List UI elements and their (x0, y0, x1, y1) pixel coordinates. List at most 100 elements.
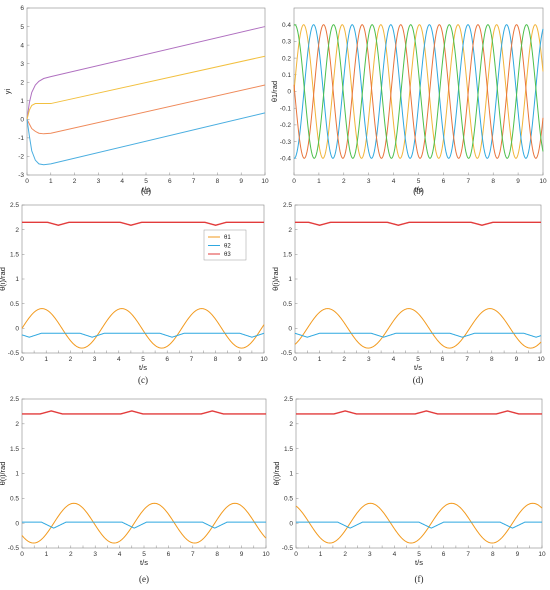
panel-caption: (e) (139, 574, 149, 584)
series-line-θ2 (21, 332, 265, 338)
x-tick-label: 5 (144, 178, 148, 185)
plot-area (293, 7, 544, 176)
x-tick-label: 9 (240, 551, 244, 558)
series-line-3 (26, 84, 266, 135)
series-line-θ2 (294, 332, 542, 338)
series-line-θ3 (296, 410, 542, 415)
series-line-1 (26, 26, 266, 120)
plot-area (295, 398, 543, 549)
chart-panel-6: 0 1 2 3 4 5 6 7 8 9 10-0.500.511.522.5t/sθ(i)/rad(… (272, 396, 546, 584)
x-tick-label: 7 (190, 356, 194, 363)
y-axis-label: θ(i)/rad (0, 267, 7, 291)
x-tick-label: 10 (537, 356, 545, 363)
y-tick-label: 1.5 (283, 252, 292, 259)
y-tick-label: -0.1 (280, 105, 292, 112)
y-tick-label: 6 (20, 5, 24, 12)
series-line-θ2 (22, 521, 266, 529)
y-tick-label: 1.5 (10, 252, 19, 259)
y-tick-label: 0.2 (282, 55, 291, 62)
y-tick-label: 2 (15, 227, 19, 234)
y-tick-label: 0 (289, 520, 293, 527)
x-tick-label: 8 (215, 551, 219, 558)
x-tick-label: 5 (416, 356, 420, 363)
legend-entry: θ1 (224, 235, 231, 241)
y-tick-label: 1 (20, 98, 24, 105)
x-tick-label: 8 (216, 178, 220, 185)
x-tick-label: 2 (69, 356, 73, 363)
x-tick-label: 3 (97, 178, 101, 185)
y-tick-label: 1 (15, 276, 19, 283)
x-tick-label: 10 (261, 178, 269, 185)
x-axis-label: t/s (415, 185, 423, 194)
chart-panel-2: 0 1 2 3 4 5 6 7 8 9 10 -0.4 -0.3 -0.2 -0.1 0 0.1 0.2 0.3 0.… (270, 7, 547, 196)
x-tick-label: 9 (516, 178, 520, 185)
series-line-θ1 (294, 308, 542, 349)
y-tick-label: 1.5 (284, 446, 293, 453)
x-tick-label: 1 (318, 356, 322, 363)
x-axis-label: t/s (142, 185, 150, 194)
x-tick-label: 5 (141, 356, 145, 363)
y-tick-label: 1 (289, 471, 293, 478)
series-line-θ3 (295, 221, 541, 226)
x-tick-label: 0 (294, 551, 298, 558)
y-tick-label: 2.5 (10, 202, 19, 209)
x-tick-label: 4 (393, 551, 397, 558)
series-line-2 (294, 24, 544, 159)
y-tick-label: 0.5 (10, 301, 19, 308)
x-tick-label: 0 (293, 356, 297, 363)
panel-caption: (b) (413, 186, 424, 196)
x-tick-label: 10 (260, 356, 268, 363)
y-tick-label: 2 (20, 79, 24, 86)
y-tick-label: 2.5 (10, 396, 19, 403)
x-tick-label: 1 (49, 178, 53, 185)
x-tick-label: 8 (490, 356, 494, 363)
y-tick-label: 0 (15, 520, 19, 527)
plot-area (294, 204, 542, 354)
chart-panel-1: 0 1 2 3 4 5 6 7 8 9 10 -3 -2 -1 0 1 2 3 4 5 6 t/s yi (a) (3, 5, 269, 196)
x-tick-label: 3 (93, 356, 97, 363)
series-line-θ3 (22, 410, 266, 415)
x-tick-label: 6 (167, 551, 171, 558)
y-tick-label: 2 (289, 421, 293, 428)
y-tick-label: 2.5 (284, 396, 293, 403)
x-tick-label: 0 (292, 178, 296, 185)
y-tick-label: 5 (20, 24, 24, 31)
legend-entry: θ2 (224, 244, 231, 250)
series-line-θ2 (296, 521, 542, 529)
series-line-4 (26, 112, 266, 166)
x-tick-label: 6 (441, 356, 445, 363)
y-tick-label: -0.4 (280, 156, 292, 163)
x-tick-label: 4 (118, 551, 122, 558)
y-tick-label: 0.3 (282, 39, 291, 46)
y-tick-label: 1.5 (10, 446, 19, 453)
series-line-θ1 (295, 502, 543, 544)
x-tick-label: 6 (168, 178, 172, 185)
x-tick-label: 1 (317, 178, 321, 185)
x-tick-label: 1 (319, 551, 323, 558)
series-line-3 (293, 24, 544, 159)
y-axis-label: θ(i)/rad (272, 462, 281, 486)
y-tick-label: -0.3 (280, 139, 292, 146)
x-tick-label: 4 (392, 178, 396, 185)
chart-panel-4: 0 1 2 3 4 5 6 7 8 9 10-0.500.511.522.5t/sθ(i)/rad(… (271, 202, 545, 385)
x-tick-label: 2 (342, 178, 346, 185)
x-tick-label: 5 (417, 178, 421, 185)
x-tick-label: 4 (392, 356, 396, 363)
x-tick-label: 7 (192, 178, 196, 185)
series-line-θ1 (21, 308, 265, 349)
x-tick-label: 4 (120, 178, 124, 185)
y-tick-label: 4 (20, 42, 24, 49)
y-tick-label: 0.5 (283, 301, 292, 308)
x-tick-label: 0 (25, 178, 29, 185)
y-tick-label: -0.5 (8, 545, 20, 552)
y-tick-label: 0 (20, 117, 24, 124)
x-tick-label: 3 (368, 551, 372, 558)
y-tick-label: 1 (288, 276, 292, 283)
x-tick-label: 6 (442, 178, 446, 185)
y-tick-label: 0.4 (282, 22, 291, 29)
y-tick-label: -0.5 (282, 545, 294, 552)
x-axis-label: t/s (139, 363, 147, 372)
y-tick-label: 0 (287, 89, 291, 96)
x-tick-label: 2 (343, 551, 347, 558)
series-line-4 (293, 24, 544, 159)
